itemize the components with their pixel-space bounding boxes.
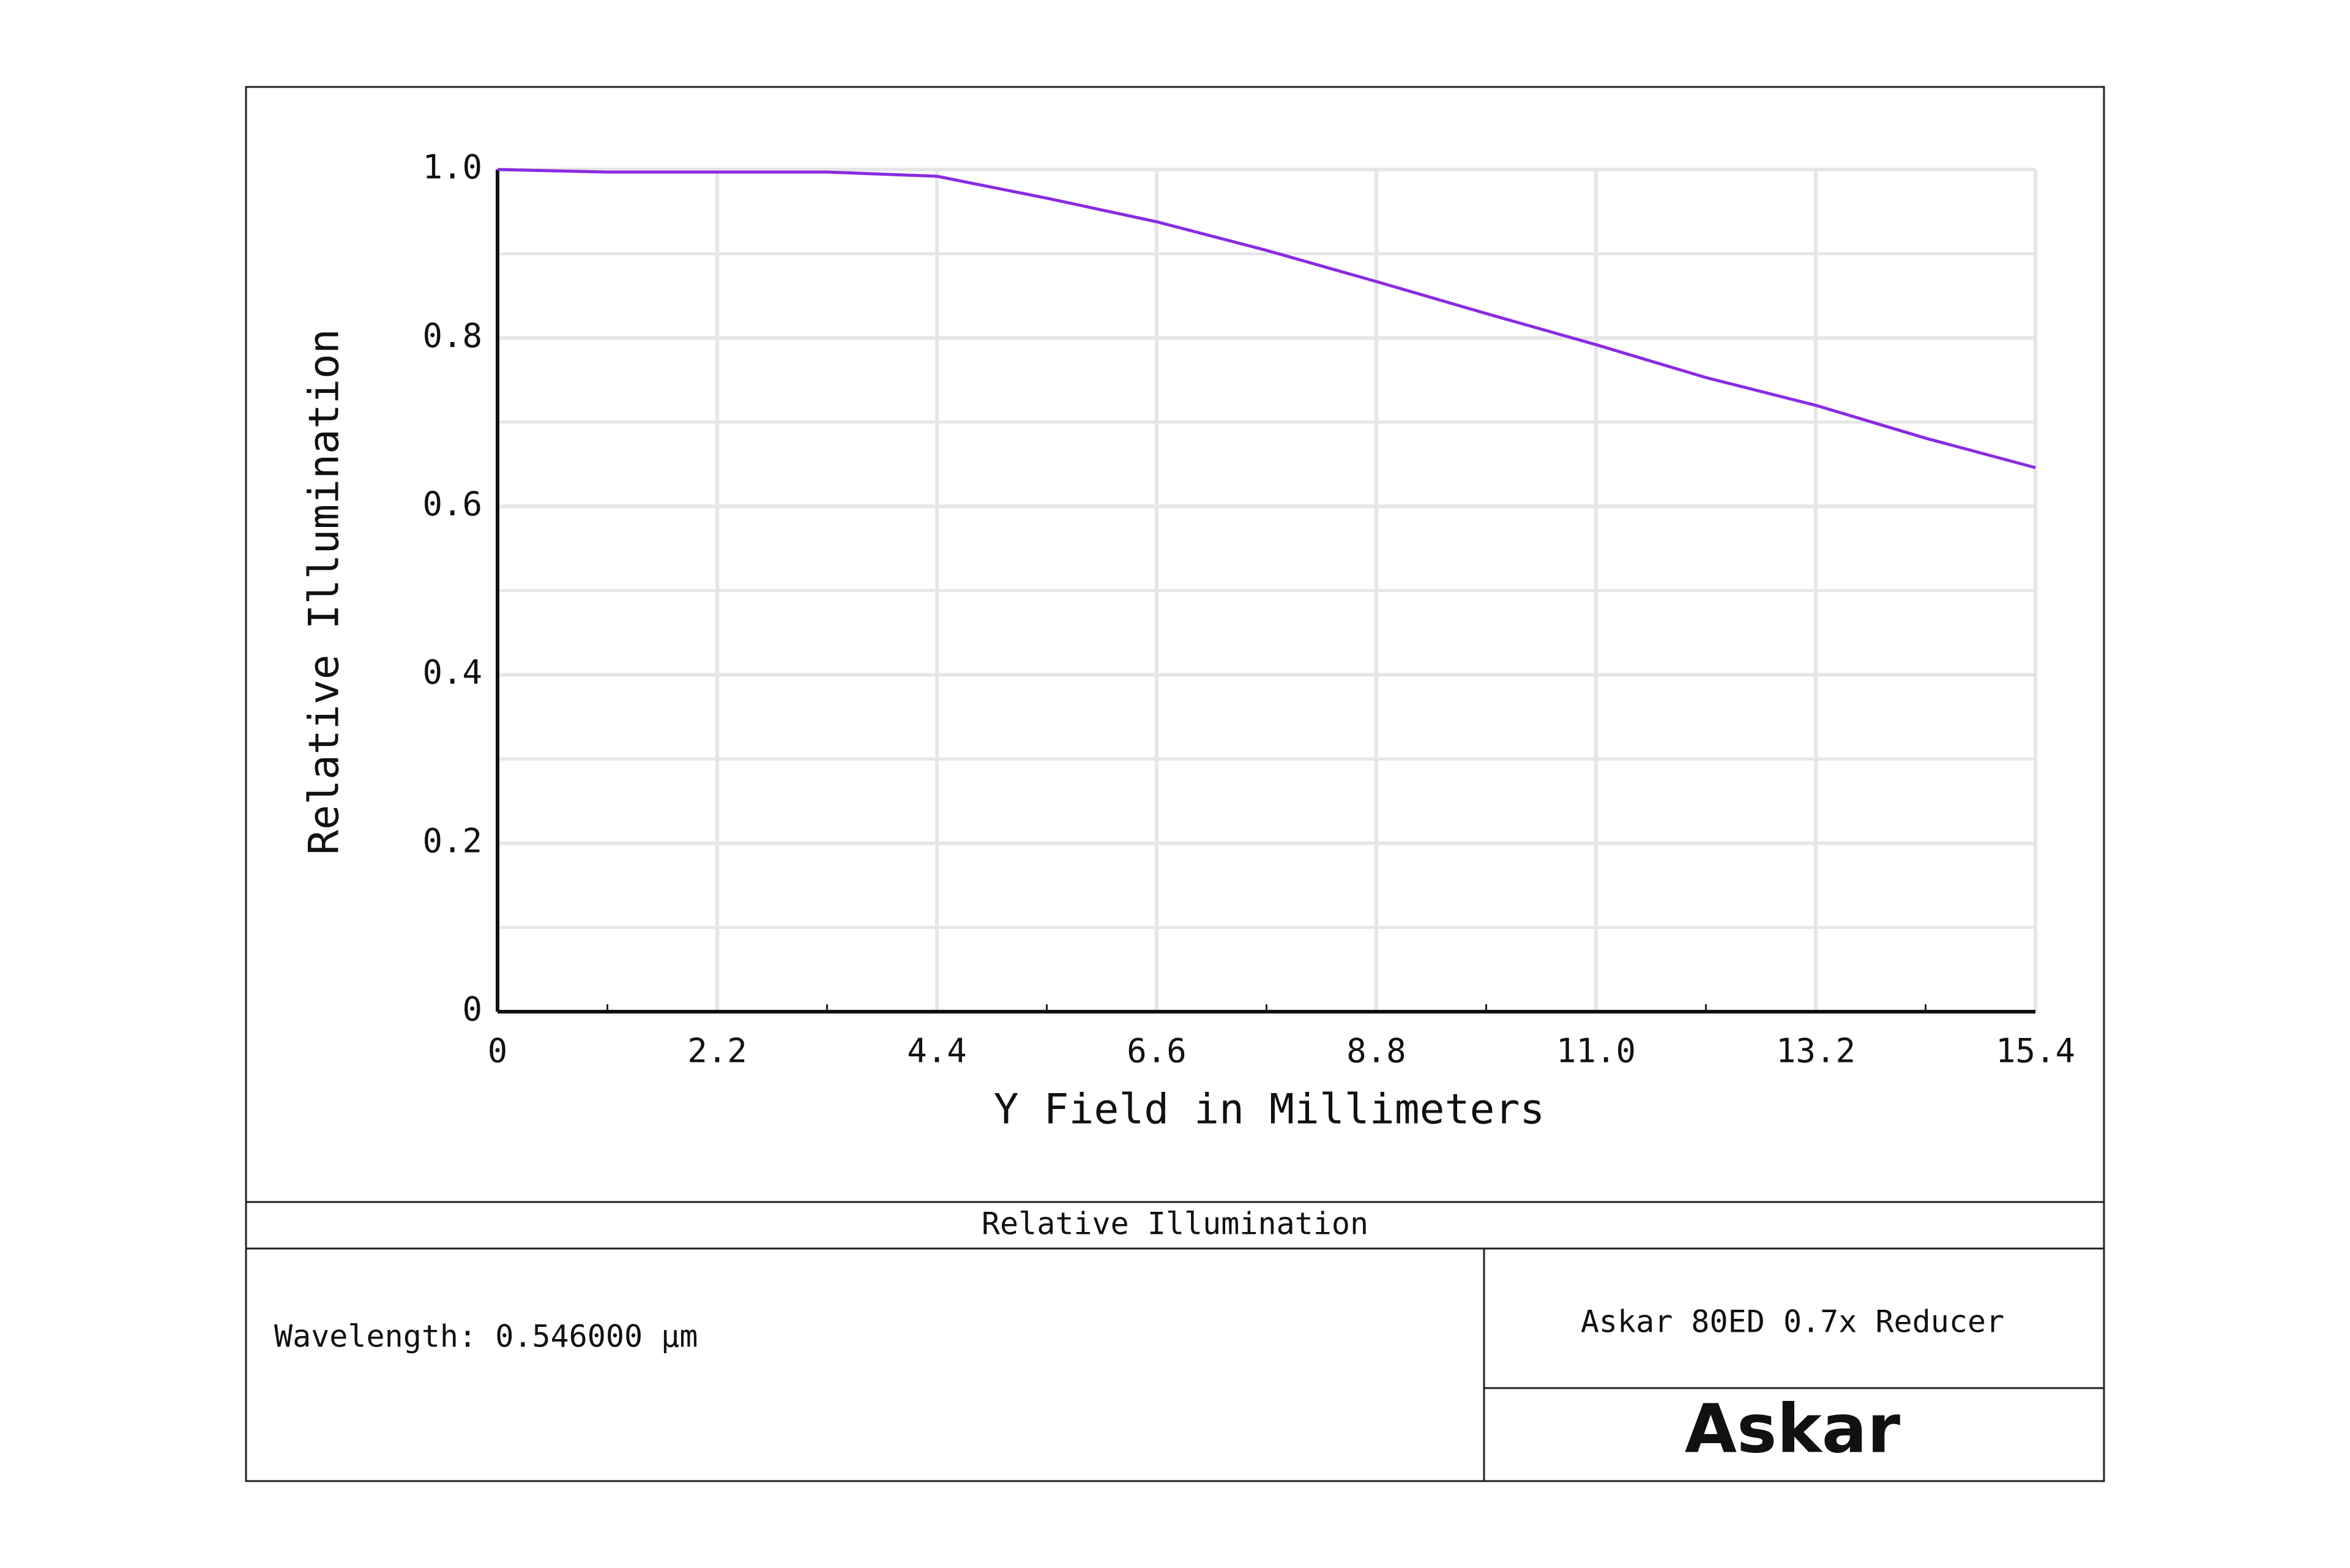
lens-name: Askar 80ED 0.7x Reducer bbox=[1581, 1304, 2004, 1340]
y-tick-label: 0.6 bbox=[422, 485, 482, 523]
x-tick-label: 8.8 bbox=[1346, 1032, 1406, 1070]
x-tick-label: 2.2 bbox=[687, 1032, 747, 1070]
y-axis-label: Relative Illumination bbox=[300, 329, 349, 855]
y-tick-label: 0 bbox=[462, 990, 482, 1029]
frame bbox=[245, 86, 2105, 1482]
x-tick-label: 13.2 bbox=[1776, 1032, 1856, 1070]
x-tick-label: 4.4 bbox=[907, 1032, 967, 1070]
wavelength: Wavelength: 0.546000 µm bbox=[274, 1319, 698, 1354]
x-tick-label: 6.6 bbox=[1127, 1032, 1187, 1070]
x-tick-label: 0 bbox=[488, 1032, 508, 1070]
data-line bbox=[497, 168, 2036, 469]
y-tick-label: 1.0 bbox=[422, 148, 482, 187]
x-tick-label: 11.0 bbox=[1556, 1032, 1636, 1070]
x-axis-label: Y Field in Millimeters bbox=[994, 1086, 1545, 1134]
y-tick-label: 0.2 bbox=[422, 821, 482, 860]
x-tick-label: 15.4 bbox=[1996, 1032, 2075, 1070]
y-tick-label: 0.8 bbox=[422, 316, 482, 355]
footer-title: Relative Illumination bbox=[982, 1206, 1368, 1242]
logo: Askar bbox=[1685, 1389, 1900, 1468]
y-tick-label: 0.4 bbox=[422, 653, 482, 692]
